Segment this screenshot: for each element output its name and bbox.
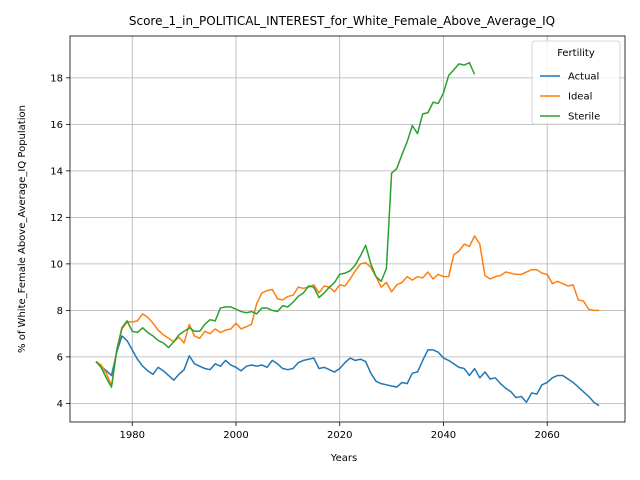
series-line-ideal <box>95 235 600 387</box>
series-layer <box>95 61 600 407</box>
y-tick-label: 16 <box>50 120 63 131</box>
legend-box <box>531 40 621 125</box>
chart-title: Score_1_in_POLITICAL_INTEREST_for_White_… <box>129 14 555 28</box>
series-line-sterile <box>95 61 476 388</box>
legend-entry: Sterile <box>568 112 600 123</box>
y-tick-label: 14 <box>50 166 63 177</box>
x-ticks: 1980 2000 2020 2040 2060 <box>120 422 560 441</box>
y-tick-label: 12 <box>50 213 63 224</box>
x-tick-label: 1980 <box>120 430 145 441</box>
x-tick-label: 2000 <box>223 430 248 441</box>
x-tick-label: 2020 <box>327 430 352 441</box>
y-axis-label: % of White_Female Above_Average_IQ Popul… <box>17 105 28 353</box>
y-tick-label: 18 <box>50 73 63 84</box>
plot-area-frame <box>69 35 626 423</box>
series-line-actual <box>95 335 600 407</box>
legend-entry: Actual <box>568 72 599 83</box>
legend: Fertility Actual Ideal Sterile <box>531 40 621 125</box>
y-ticks: 4 6 8 10 12 14 16 18 <box>50 73 70 410</box>
y-tick-label: 6 <box>57 352 63 363</box>
y-tick-label: 8 <box>57 306 63 317</box>
y-tick-label: 4 <box>57 399 63 410</box>
legend-entry: Ideal <box>568 92 592 103</box>
legend-title: Fertility <box>557 48 595 59</box>
x-axis-label: Years <box>330 453 357 464</box>
x-tick-label: 2040 <box>431 430 456 441</box>
x-tick-label: 2060 <box>534 430 559 441</box>
y-tick-label: 10 <box>50 259 63 270</box>
